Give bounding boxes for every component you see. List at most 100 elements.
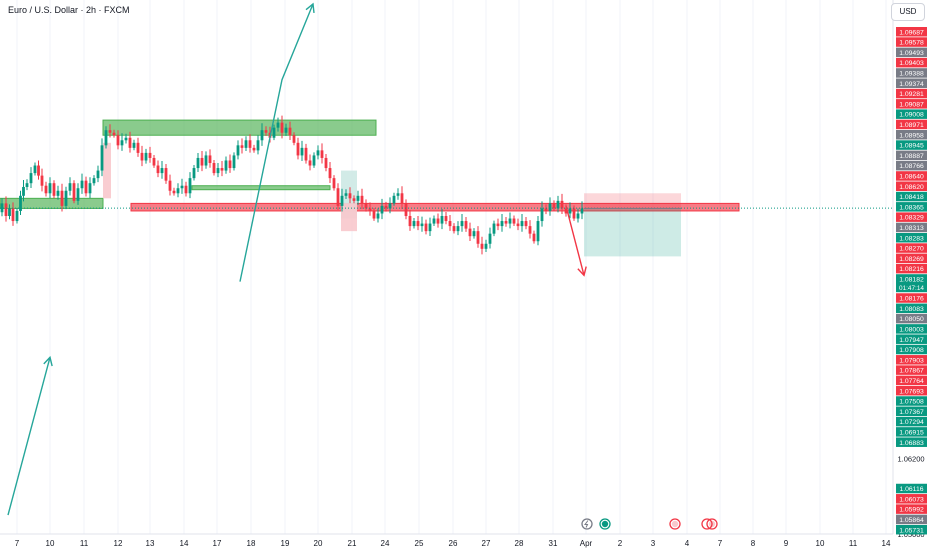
drawn-arrow-2[interactable] (565, 205, 585, 276)
eu-flag-icon-fill (601, 520, 609, 528)
candle-body (444, 216, 448, 222)
position-tool[interactable] (584, 193, 681, 257)
price-label-text: 1.05992 (899, 507, 924, 514)
candle-body (520, 221, 524, 227)
lightning-icon[interactable] (581, 518, 593, 530)
candle-body (368, 208, 372, 211)
price-label-text: 1.09403 (899, 60, 924, 67)
candle-body (156, 165, 160, 174)
time-axis[interactable]: 7 10 11 12 13 14 17 18 19 20 21 24 25 26 27 28 31 Apr 2 3 4 7… (15, 539, 891, 548)
price-label-text: 1.08176 (899, 296, 924, 303)
candle-body (336, 188, 340, 206)
price-label-tag (896, 344, 927, 355)
candle-body (464, 221, 468, 229)
candle-body (68, 183, 72, 191)
price-label-text: 1.06116 (899, 486, 923, 493)
price-label-text: 1.08313 (899, 225, 924, 232)
candle-body (468, 228, 472, 237)
candle-body (56, 190, 60, 196)
time-tick-label: 31 (549, 539, 558, 548)
us-flag-icon-stack (701, 518, 713, 530)
candle-body (140, 152, 144, 161)
price-label-tag (896, 109, 927, 119)
candle-body (260, 130, 264, 141)
price-label-text: 1.09687 (899, 29, 924, 36)
us-flag-icon[interactable] (701, 518, 718, 530)
candle-body (528, 226, 532, 234)
candle-body (84, 180, 88, 194)
candle-body (332, 178, 336, 189)
price-label-tag (896, 47, 927, 58)
event-icons[interactable] (581, 518, 718, 530)
candle-body (408, 216, 412, 227)
candle-body (376, 213, 380, 219)
price-label-tag (896, 274, 927, 293)
symbol-title[interactable]: Euro / U.S. Dollar · 2h · FXCM (8, 5, 130, 15)
candle-body (400, 193, 404, 204)
candle-body (80, 180, 84, 189)
candle-body (560, 200, 564, 209)
zone-rect-3 (130, 202, 740, 212)
price-label-tag (896, 324, 927, 334)
currency-button[interactable]: USD (891, 3, 925, 21)
highlight-box-0 (103, 142, 111, 199)
price-label-tag (896, 78, 927, 88)
time-tick-label: 8 (751, 539, 756, 548)
candle-body (72, 183, 76, 201)
time-tick-label: 14 (882, 539, 891, 548)
drawing-arrows[interactable] (7, 2, 587, 516)
candle-body (188, 178, 192, 194)
price-label-tag (896, 160, 927, 171)
candle-body (37, 165, 40, 176)
candle-body (516, 223, 520, 227)
candle-body (512, 218, 516, 224)
stop-loss-zone[interactable] (584, 193, 681, 209)
drawn-arrow-0[interactable] (7, 357, 51, 516)
candle-body (272, 127, 276, 138)
candle-body (184, 185, 188, 194)
price-label-tag (896, 427, 927, 437)
time-tick-label: 19 (281, 539, 290, 548)
time-tick-label: 9 (784, 539, 789, 548)
time-tick-label: 17 (213, 539, 222, 548)
time-tick-label: 21 (348, 539, 357, 548)
time-tick-label: 13 (146, 539, 155, 548)
candle-body (48, 183, 52, 194)
candle-body (136, 142, 140, 153)
time-tick-label: 18 (247, 539, 256, 548)
price-label-tag (896, 524, 927, 535)
candle-body (164, 168, 168, 181)
candle-body (120, 140, 124, 146)
take-profit-zone[interactable] (584, 208, 681, 257)
candle-body (104, 130, 108, 146)
price-label-tag (896, 253, 927, 264)
candle-body (456, 226, 460, 232)
price-label-tag (896, 222, 927, 233)
candle-body (22, 186, 25, 196)
candle-body (25, 183, 29, 187)
time-tick-label: 2 (618, 539, 623, 548)
us-flag-icon[interactable] (669, 518, 681, 530)
price-label-tag (896, 191, 927, 202)
price-label-text: 1.08971 (899, 122, 924, 129)
price-label-text: 1.08640 (899, 174, 924, 181)
price-label-tag (896, 303, 927, 314)
price-label-tag (896, 263, 927, 274)
candle-body (352, 198, 356, 201)
candle-body (204, 155, 208, 166)
zone-rect-1 (102, 119, 377, 136)
drawn-arrow-1[interactable] (239, 3, 314, 282)
candle-body (148, 152, 152, 158)
candle-body (116, 135, 120, 146)
price-labels: 1.09687 1.09578 1.09493 1.09403 1.09388 1.093… (896, 27, 927, 535)
candle-body (524, 221, 528, 227)
zone-layer (0, 119, 740, 232)
price-label-text: 1.08418 (899, 194, 924, 201)
price-label-tag (896, 437, 927, 447)
price-tick-label: 1.06200 (897, 454, 924, 463)
eu-flag-icon[interactable] (599, 518, 611, 530)
candle-body (64, 190, 68, 206)
price-label-text: 1.09388 (899, 71, 924, 78)
